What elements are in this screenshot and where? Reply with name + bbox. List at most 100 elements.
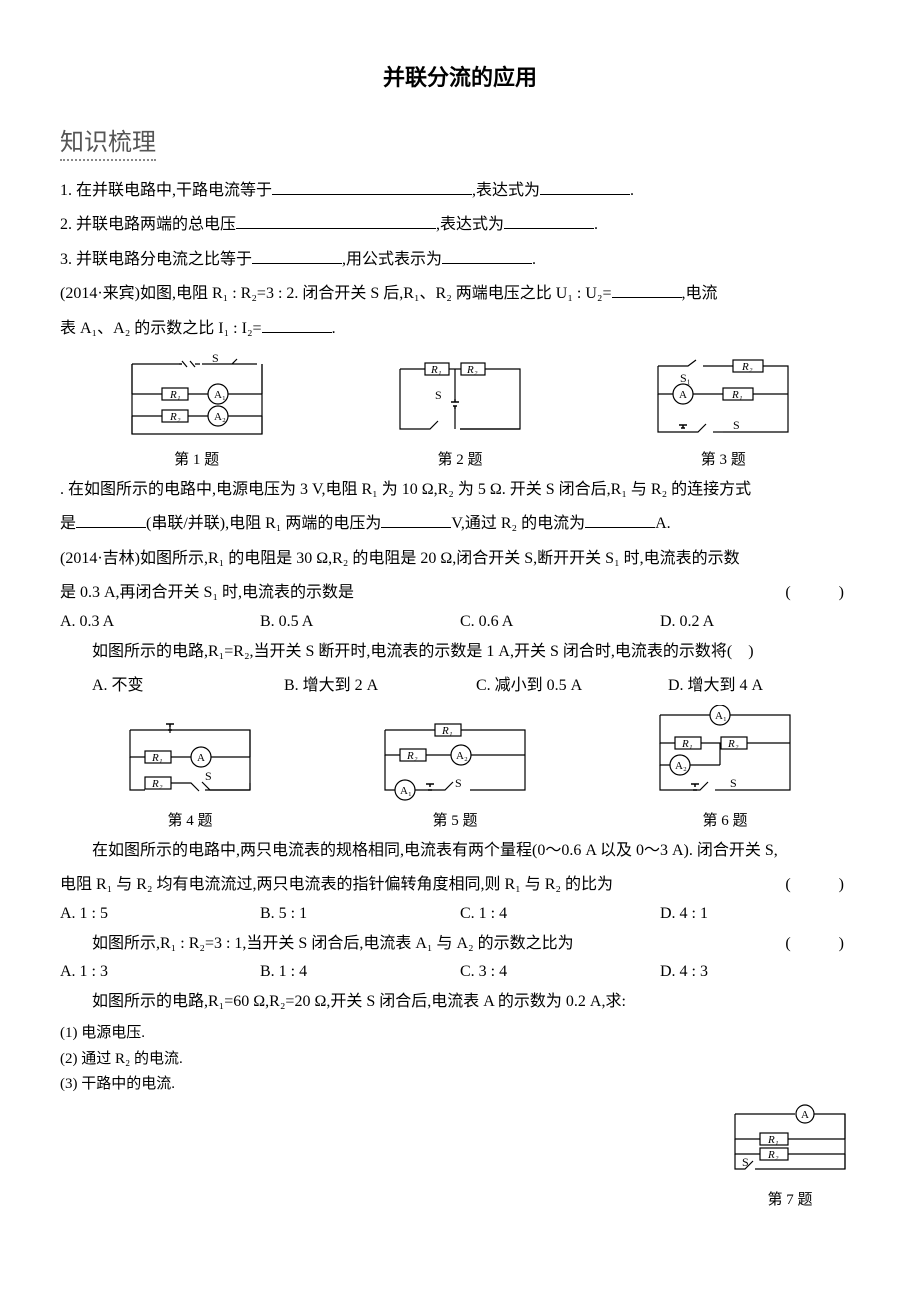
svg-text:S₁: S₁ xyxy=(680,371,691,385)
ex1-line2a: 表 A₁、A₂ 的示数之比 I₁ : I₂= xyxy=(60,320,262,337)
ex4-opt-b[interactable]: B. 增大到 2 A xyxy=(284,671,476,695)
svg-text:A₁: A₁ xyxy=(214,389,226,401)
svg-text:R₂: R₂ xyxy=(406,750,418,762)
svg-text:R₁: R₁ xyxy=(430,364,442,376)
svg-text:R₂: R₂ xyxy=(151,778,163,790)
svg-text:A: A xyxy=(679,389,687,401)
ex4-opt-d[interactable]: D. 增大到 4 A xyxy=(668,671,860,695)
svg-text:S: S xyxy=(435,388,442,402)
figure-row-1: S R₁ A₁ R₂ A₂ 第 1 题 xyxy=(60,354,860,469)
svg-text:S: S xyxy=(730,776,737,790)
knowledge-q3: 3. 并联电路分电流之比等于,用公式表示为. xyxy=(60,245,860,275)
q3-blank1[interactable] xyxy=(252,248,342,264)
svg-text:R₁: R₁ xyxy=(681,738,693,750)
circuit-diagram-1: S R₁ A₁ R₂ A₂ xyxy=(112,354,282,444)
q3-text-a: 并联电路分电流之比等于 xyxy=(72,251,252,268)
figure-7-caption: 第 7 题 xyxy=(720,1188,860,1209)
exercise-5-options: A. 1 : 5 B. 5 : 1 C. 1 : 4 D. 4 : 1 xyxy=(60,905,860,923)
figure-6-caption: 第 6 题 xyxy=(702,809,747,830)
ex6-opt-d[interactable]: D. 4 : 3 xyxy=(660,963,860,981)
figure-2: R₁ R₂ S 第 2 题 xyxy=(385,354,535,469)
exercise-6-options: A. 1 : 3 B. 1 : 4 C. 3 : 4 D. 4 : 3 xyxy=(60,963,860,981)
figure-4-caption: 第 4 题 xyxy=(167,809,212,830)
ex2-c: V,通过 R₂ 的电流为 xyxy=(451,515,585,532)
q1-num: 1. xyxy=(60,182,72,199)
ex1-blank1[interactable] xyxy=(612,282,682,298)
ex3-opt-a[interactable]: A. 0.3 A xyxy=(60,613,260,631)
ex4-opt-a[interactable]: A. 不变 xyxy=(60,671,284,695)
knowledge-q2: 2. 并联电路两端的总电压 ,表达式为. xyxy=(60,210,860,240)
q2-blank1[interactable] xyxy=(236,213,436,229)
figure-6: A₁ R₁ R₂ A₂ S 第 6 题 xyxy=(640,705,810,830)
ex5-opt-a[interactable]: A. 1 : 5 xyxy=(60,905,260,923)
exercise-7-line1: 如图所示的电路,R₁=60 Ω,R₂=20 Ω,开关 S 闭合后,电流表 A 的… xyxy=(60,987,860,1017)
ex5-paren[interactable]: ( ) xyxy=(785,870,860,900)
exercise-7-subs: (1) 电源电压. (2) 通过 R₂ 的电流. (3) 干路中的电流. xyxy=(60,1021,860,1098)
svg-text:R₂: R₂ xyxy=(169,411,181,423)
ex6-opt-c[interactable]: C. 3 : 4 xyxy=(460,963,660,981)
svg-text:R₁: R₁ xyxy=(169,389,181,401)
ex3-opt-c[interactable]: C. 0.6 A xyxy=(460,613,660,631)
ex3-opt-d[interactable]: D. 0.2 A xyxy=(660,613,860,631)
exercise-1: (2014·来宾)如图,电阻 R₁ : R₂=3 : 2. 闭合开关 S 后,R… xyxy=(60,279,860,309)
svg-text:S: S xyxy=(212,354,219,365)
ex2-blank1[interactable] xyxy=(76,512,146,528)
q2-num: 2. xyxy=(60,216,72,233)
svg-text:R₁: R₁ xyxy=(151,752,163,764)
figure-3-caption: 第 3 题 xyxy=(701,448,746,469)
svg-text:S: S xyxy=(742,1155,749,1169)
exercise-3-line2: 是 0.3 A,再闭合开关 S₁ 时,电流表的示数是 ( ) xyxy=(60,578,860,608)
svg-text:A₁: A₁ xyxy=(400,785,412,797)
ex4-opt-c[interactable]: C. 减小到 0.5 A xyxy=(476,671,668,695)
figure-7: A R₁ R₂ S 第 7 题 xyxy=(720,1104,860,1209)
q3-blank2[interactable] xyxy=(442,248,532,264)
svg-text:R₁: R₁ xyxy=(441,725,453,737)
circuit-diagram-2: R₁ R₂ S xyxy=(385,354,535,444)
q1-blank1[interactable] xyxy=(272,179,472,195)
svg-text:R₁: R₁ xyxy=(767,1134,779,1146)
knowledge-q1: 1. 在并联电路中,干路电流等于,表达式为. xyxy=(60,176,860,206)
figure-1: S R₁ A₁ R₂ A₂ 第 1 题 xyxy=(112,354,282,469)
exercise-4-options: A. 不变 B. 增大到 2 A C. 减小到 0.5 A D. 增大到 4 A xyxy=(60,671,860,695)
circuit-diagram-7: A R₁ R₂ S xyxy=(720,1104,860,1184)
q2-blank2[interactable] xyxy=(504,213,594,229)
q1-text-a: 在并联电路中,干路电流等于 xyxy=(72,182,272,199)
ex2-blank2[interactable] xyxy=(381,512,451,528)
ex3-opt-b[interactable]: B. 0.5 A xyxy=(260,613,460,631)
ex5-opt-b[interactable]: B. 5 : 1 xyxy=(260,905,460,923)
svg-text:A₁: A₁ xyxy=(715,710,727,722)
svg-text:R₂: R₂ xyxy=(741,361,753,373)
q2-text-a: 并联电路两端的总电压 xyxy=(72,216,236,233)
q3-num: 3. xyxy=(60,251,72,268)
exercise-6-line1: 如图所示,R₁ : R₂=3 : 1,当开关 S 闭合后,电流表 A₁ 与 A₂… xyxy=(60,929,860,959)
svg-text:A₂: A₂ xyxy=(456,750,468,762)
exercise-3-line1: (2014·吉林)如图所示,R₁ 的电阻是 30 Ω,R₂ 的电阻是 20 Ω,… xyxy=(60,544,860,574)
ex2-b: (串联/并联),电阻 R₁ 两端的电压为 xyxy=(146,515,381,532)
svg-text:A₂: A₂ xyxy=(214,411,226,423)
ex3-paren[interactable]: ( ) xyxy=(785,578,860,608)
figure-row-2: R₁ A R₂ S 第 4 题 R₁ xyxy=(60,705,860,830)
ex6-opt-a[interactable]: A. 1 : 3 xyxy=(60,963,260,981)
circuit-diagram-6: A₁ R₁ R₂ A₂ S xyxy=(640,705,810,805)
ex5-opt-d[interactable]: D. 4 : 1 xyxy=(660,905,860,923)
ex7-sub2: (2) 通过 R₂ 的电流. xyxy=(60,1047,860,1073)
q1-blank2[interactable] xyxy=(540,179,630,195)
svg-text:S: S xyxy=(205,769,212,783)
ex5-line2-text: 电阻 R₁ 与 R₂ 均有电流流过,两只电流表的指针偏转角度相同,则 R₁ 与 … xyxy=(60,876,613,893)
ex1-blank2[interactable] xyxy=(262,317,332,333)
ex6-opt-b[interactable]: B. 1 : 4 xyxy=(260,963,460,981)
q3-text-c: . xyxy=(532,251,536,268)
ex6-paren[interactable]: ( ) xyxy=(753,929,860,959)
ex2-blank3[interactable] xyxy=(585,512,655,528)
figure-5: R₁ R₂ A₂ A₁ S 第 5 题 xyxy=(370,715,540,830)
svg-text:R₂: R₂ xyxy=(727,738,739,750)
svg-text:S: S xyxy=(455,776,462,790)
q2-text-c: . xyxy=(594,216,598,233)
exercise-1-line2: 表 A₁、A₂ 的示数之比 I₁ : I₂=. xyxy=(60,314,860,344)
ex5-opt-c[interactable]: C. 1 : 4 xyxy=(460,905,660,923)
circuit-diagram-3: S₁ R₂ A R₁ S xyxy=(638,354,808,444)
circuit-diagram-5: R₁ R₂ A₂ A₁ S xyxy=(370,715,540,805)
exercise-5-line1: 在如图所示的电路中,两只电流表的规格相同,电流表有两个量程(0～0.6 A 以及… xyxy=(60,836,860,866)
q2-text-b: ,表达式为 xyxy=(436,216,504,233)
section-header: 知识梳理 xyxy=(60,122,156,161)
